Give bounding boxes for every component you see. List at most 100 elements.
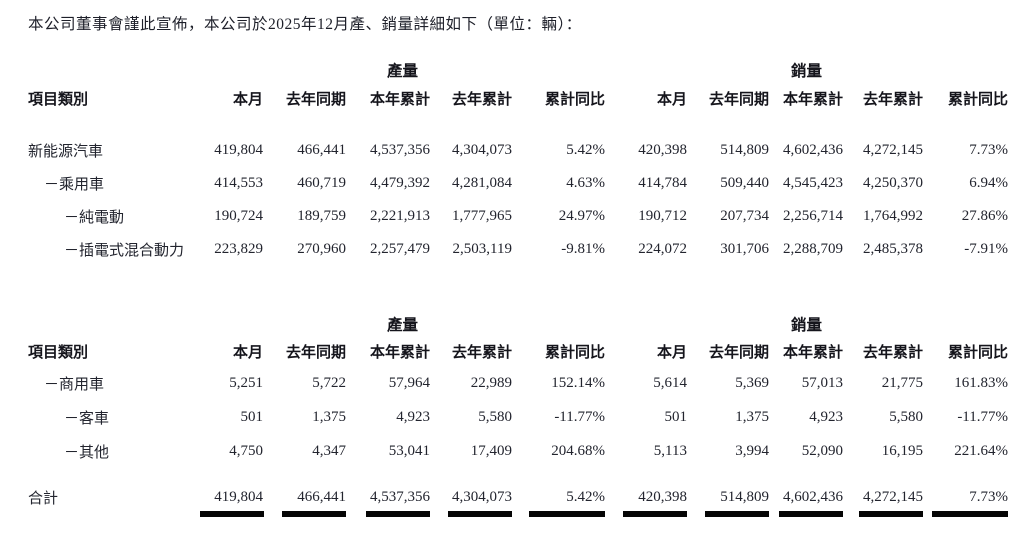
column-header-yoy: 累計同比 (544, 91, 605, 108)
announcement-text: 本公司董事會謹此宣佈，本公司於2025年12月產、銷量詳細如下（單位：輛）： (28, 16, 582, 33)
group-header-sales: 銷量 (790, 317, 822, 334)
group-header-spacer (28, 312, 200, 336)
total-production-cell: 5.42% (512, 484, 605, 517)
production-cell: 53,041 (388, 442, 430, 459)
total-value: 419,804 (214, 489, 263, 505)
sales-cell: 514,809 (720, 142, 769, 158)
total-value: 7.73% (969, 489, 1008, 505)
total-production-cell: 4,537,356 (346, 484, 430, 517)
group-header-sales: 銷量 (790, 63, 822, 80)
column-header-month: 本月 (656, 344, 687, 361)
production-cell: 5,722 (312, 374, 346, 391)
group-header-production: 產量 (386, 317, 418, 334)
table-row: 新能源汽車 419,804 466,441 4,537,356 4,304,07… (28, 134, 1008, 167)
total-value: 466,441 (297, 489, 346, 505)
sales-cell: 7.73% (969, 142, 1008, 158)
row-label: －其他 (64, 444, 110, 461)
production-cell: 204.68% (551, 442, 605, 459)
production-cell: 4,304,073 (452, 142, 512, 158)
total-sales-cell: 7.73% (923, 484, 1008, 517)
double-rule (932, 511, 1008, 517)
production-cell: 223,829 (214, 241, 263, 257)
total-value: 5.42% (566, 489, 605, 505)
sales-cell: 5,614 (653, 374, 687, 391)
column-header-category: 項目類別 (28, 91, 89, 108)
column-header-row: 項目類別 本月 去年同期 本年累計 去年累計 累計同比 本月 去年同期 本年累計… (28, 336, 1008, 366)
sales-cell: 1,764,992 (863, 208, 923, 224)
sales-cell: 52,090 (801, 442, 843, 459)
production-cell: 2,221,913 (370, 208, 430, 224)
column-header-category: 項目類別 (28, 344, 89, 361)
sales-cell: 6.94% (969, 175, 1008, 191)
row-label: －插電式混合動力 (64, 243, 185, 259)
production-cell: 4,479,392 (370, 175, 430, 191)
total-value: 514,809 (720, 489, 769, 505)
table-row: －純電動 190,724 189,759 2,221,913 1,777,965… (28, 200, 1008, 233)
sales-cell: 5,580 (889, 408, 923, 425)
sales-cell: 501 (664, 408, 688, 425)
production-cell: 1,777,965 (452, 208, 512, 224)
row-label: －商用車 (44, 376, 105, 393)
sales-cell: 3,994 (735, 442, 769, 459)
double-rule (705, 511, 769, 517)
production-cell: 4,923 (396, 408, 430, 425)
total-value: 4,602,436 (783, 489, 843, 505)
total-sales-cell: 420,398 (605, 484, 687, 517)
sales-cell: 301,706 (720, 241, 769, 257)
row-label: 新能源汽車 (28, 144, 104, 160)
production-cell: 2,503,119 (452, 241, 512, 257)
sales-cell: 2,485,378 (863, 241, 923, 257)
sales-cell: 4,250,370 (863, 175, 923, 191)
total-row: 合計 419,804 466,441 4,537,356 4,304,073 5… (28, 484, 1008, 517)
production-cell: 4,537,356 (370, 142, 430, 158)
column-header-ytd: 本年累計 (369, 91, 430, 108)
sales-cell: 190,712 (638, 208, 687, 224)
double-rule (779, 511, 843, 517)
sales-cell: 420,398 (638, 142, 687, 158)
production-cell: 1,375 (312, 408, 346, 425)
column-header-ytd: 本年累計 (782, 91, 843, 108)
production-cell: 4,347 (312, 442, 346, 459)
total-sales-cell: 4,272,145 (843, 484, 923, 517)
column-header-prior-ytd: 去年累計 (862, 344, 923, 361)
double-rule (282, 511, 346, 517)
sales-cell: 414,784 (638, 175, 687, 191)
production-cell: 5.42% (566, 142, 605, 158)
column-header-row: 項目類別 本月 去年同期 本年累計 去年累計 累計同比 本月 去年同期 本年累計… (28, 82, 1008, 114)
sales-cell: 2,288,709 (783, 241, 843, 257)
double-rule (200, 511, 264, 517)
production-cell: -11.77% (554, 408, 605, 425)
production-cell: 17,409 (470, 442, 512, 459)
column-header-month: 本月 (656, 91, 687, 108)
table-row: －插電式混合動力 223,829 270,960 2,257,479 2,503… (28, 233, 1008, 266)
table-row: －商用車 5,251 5,722 57,964 22,989 152.14% 5… (28, 366, 1008, 400)
column-header-yoy: 累計同比 (544, 344, 605, 361)
production-sales-table-commercial: 產量 銷量 項目類別 本月 去年同期 本年累計 去年累計 累計同比 本月 去年同… (28, 312, 1008, 517)
production-cell: 24.97% (558, 208, 605, 224)
sales-cell: 16,195 (881, 442, 923, 459)
sales-cell: 224,072 (638, 241, 687, 257)
total-value: 420,398 (638, 489, 687, 505)
production-cell: 189,759 (297, 208, 346, 224)
column-header-prior-ytd: 去年累計 (451, 344, 512, 361)
group-header-row: 產量 銷量 (28, 312, 1008, 336)
column-header-prior-year-period: 去年同期 (285, 91, 346, 108)
total-production-cell: 419,804 (200, 484, 264, 517)
spacer-row (28, 468, 1008, 484)
production-cell: 5,251 (229, 374, 263, 391)
column-header-month: 本月 (232, 91, 263, 108)
production-cell: 57,964 (388, 374, 430, 391)
total-sales-cell: 514,809 (687, 484, 769, 517)
column-header-yoy: 累計同比 (947, 91, 1008, 108)
total-value: 4,272,145 (863, 489, 923, 505)
sales-cell: 4,923 (809, 408, 843, 425)
double-rule (448, 511, 512, 517)
sales-cell: 207,734 (720, 208, 769, 224)
sales-cell: 509,440 (720, 175, 769, 191)
sales-cell: 221.64% (954, 442, 1008, 459)
production-cell: 4.63% (566, 175, 605, 191)
sales-cell: 4,545,423 (783, 175, 843, 191)
total-production-cell: 466,441 (263, 484, 346, 517)
sales-cell: 5,113 (653, 442, 687, 459)
group-header-production: 產量 (386, 63, 418, 80)
